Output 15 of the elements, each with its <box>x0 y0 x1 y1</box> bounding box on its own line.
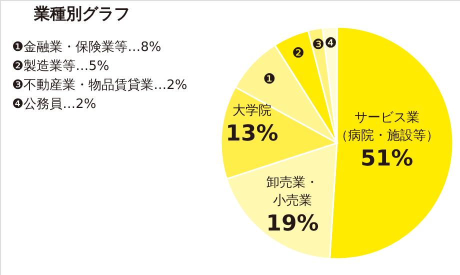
slice-label: ❷ <box>292 46 305 62</box>
text: ❶金融業・保険業等…8% <box>12 40 162 55</box>
data-label: 13% <box>226 122 278 147</box>
data-label: 19% <box>266 212 319 237</box>
slice-label: ❸ <box>312 37 325 54</box>
text: ❸不動産業・物品賃貸業…2% <box>12 77 188 93</box>
text: ❹公務員…2% <box>12 97 96 112</box>
text: ❷製造業等…5% <box>12 59 110 74</box>
data-label: 51% <box>360 146 414 172</box>
slice-label: ❹ <box>324 35 338 52</box>
slice-label: サービス業（病院・施設等） <box>334 110 439 144</box>
slice-label: 大学院 <box>232 104 272 119</box>
slice-label: ❶ <box>263 71 276 88</box>
text: 業種別グラフ <box>33 4 130 23</box>
slice-label: 卸売業・小売業 <box>266 176 318 209</box>
